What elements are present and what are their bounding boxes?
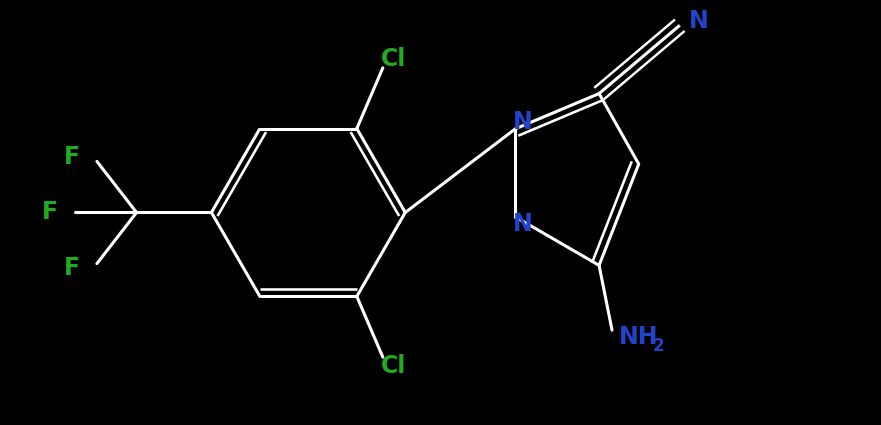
Text: F: F [64, 256, 80, 280]
Text: N: N [513, 212, 532, 236]
Text: NH: NH [619, 325, 659, 349]
Text: N: N [513, 110, 532, 134]
Text: F: F [64, 145, 80, 169]
Text: 2: 2 [653, 337, 664, 355]
Text: F: F [42, 201, 58, 224]
Text: Cl: Cl [381, 354, 406, 378]
Text: N: N [689, 9, 709, 33]
Text: Cl: Cl [381, 47, 406, 71]
